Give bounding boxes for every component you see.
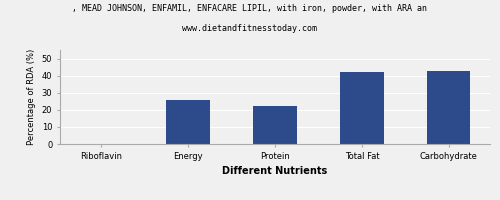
Y-axis label: Percentage of RDA (%): Percentage of RDA (%) [27, 49, 36, 145]
Text: , MEAD JOHNSON, ENFAMIL, ENFACARE LIPIL, with iron, powder, with ARA an: , MEAD JOHNSON, ENFAMIL, ENFACARE LIPIL,… [72, 4, 428, 13]
Bar [427, 71, 470, 144]
Bar [254, 106, 296, 144]
Bar [340, 72, 384, 144]
Text: www.dietandfitnesstoday.com: www.dietandfitnesstoday.com [182, 24, 318, 33]
Bar [166, 100, 210, 144]
X-axis label: Different Nutrients: Different Nutrients [222, 166, 328, 176]
